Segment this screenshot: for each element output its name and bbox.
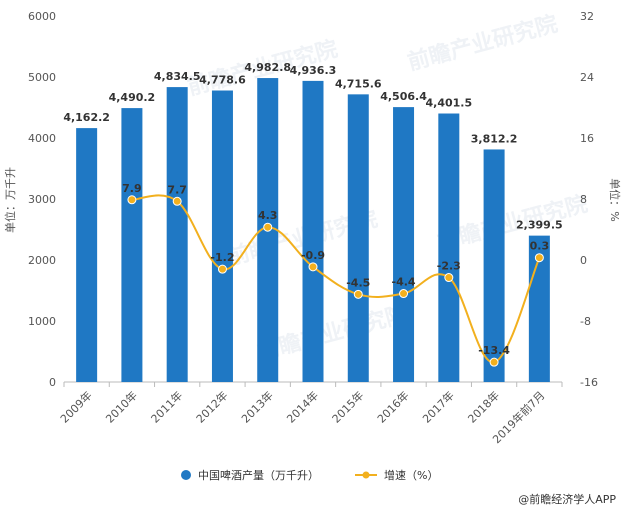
bar-value-label: 4,490.2 bbox=[109, 91, 156, 104]
legend-bar-marker bbox=[181, 470, 191, 480]
growth-point bbox=[399, 289, 409, 299]
growth-value-label: -13.4 bbox=[478, 344, 510, 357]
legend-line-label: 增速（%） bbox=[384, 468, 438, 482]
bar bbox=[483, 149, 505, 382]
growth-point bbox=[489, 357, 499, 367]
growth-value-label: 4.3 bbox=[258, 209, 278, 222]
y-right-tick-label: 0 bbox=[580, 254, 587, 267]
legend: 中国啤酒产量（万千升） 增速（%） bbox=[181, 468, 438, 482]
y-left-tick-label: 5000 bbox=[28, 71, 56, 84]
y-left-tick-label: 3000 bbox=[28, 193, 56, 206]
y-right-tick-label: 24 bbox=[580, 71, 594, 84]
bar bbox=[76, 128, 98, 382]
y-left-tick-label: 0 bbox=[49, 376, 56, 389]
x-tick-label: 2018年 bbox=[465, 388, 502, 425]
bar-value-label: 4,401.5 bbox=[425, 97, 472, 110]
x-tick-label: 2012年 bbox=[193, 388, 230, 425]
growth-value-label: 7.7 bbox=[167, 183, 187, 196]
bar-value-label: 4,834.5 bbox=[154, 70, 201, 83]
bar bbox=[211, 90, 233, 382]
y-right-tick-label: -8 bbox=[580, 315, 591, 328]
growth-line bbox=[131, 194, 541, 364]
growth-value-label: 7.9 bbox=[122, 182, 142, 195]
growth-value-label: -2.3 bbox=[437, 260, 461, 273]
growth-point bbox=[308, 262, 318, 272]
bar-value-label: 2,399.5 bbox=[516, 219, 563, 232]
growth-value-label: -0.9 bbox=[301, 249, 325, 262]
growth-point bbox=[217, 264, 227, 274]
growth-value-label: -4.4 bbox=[392, 276, 416, 289]
growth-value-label: -1.2 bbox=[210, 251, 234, 264]
y-axis-right-title: 单位：% bbox=[608, 178, 622, 221]
bar bbox=[166, 87, 188, 383]
bar bbox=[121, 108, 143, 382]
bar bbox=[393, 107, 415, 383]
growth-value-label: -4.5 bbox=[346, 276, 370, 289]
bar-value-label: 3,812.2 bbox=[471, 132, 518, 145]
x-tick-label: 2017年 bbox=[419, 388, 456, 425]
bar-value-label: 4,936.3 bbox=[290, 64, 337, 77]
x-tick-labels: 2009年 2010年 2011年 2012年 2013年 2014年 2015年 2016年… bbox=[57, 388, 547, 446]
y-right-tick-label: -16 bbox=[580, 376, 598, 389]
bar-value-label: 4,715.6 bbox=[335, 77, 382, 90]
growth-point bbox=[353, 289, 363, 299]
x-tick-label: 2014年 bbox=[284, 388, 321, 425]
watermark: 前瞻产业研究院 bbox=[405, 11, 560, 76]
bar bbox=[438, 113, 460, 383]
x-tick-label: 2016年 bbox=[374, 388, 411, 425]
bar-value-label: 4,778.6 bbox=[199, 74, 246, 87]
y-right-tick-label: 8 bbox=[580, 193, 587, 206]
bar bbox=[302, 80, 324, 383]
y-left-tick-label: 2000 bbox=[28, 254, 56, 267]
growth-line-layer bbox=[127, 194, 544, 367]
x-tick-label: 2015年 bbox=[329, 388, 366, 425]
axes: 0 1000 2000 3000 4000 5000 6000 -16 -8 0 8 16 24 32 bbox=[28, 10, 598, 389]
bar-value-label: 4,982.8 bbox=[244, 61, 291, 74]
x-tick-label: 2009年 bbox=[57, 388, 94, 425]
bar-value-label: 4,506.4 bbox=[380, 90, 427, 103]
data-labels: 4,162.2 4,490.2 4,834.54,778.64,982.84,936… bbox=[63, 61, 562, 357]
growth-point bbox=[444, 273, 454, 283]
y-right-tick-label: 16 bbox=[580, 132, 594, 145]
growth-point bbox=[172, 196, 182, 206]
y-left-tick-label: 6000 bbox=[28, 10, 56, 23]
y-left-tick-label: 1000 bbox=[28, 315, 56, 328]
x-tick-label: 2011年 bbox=[148, 388, 185, 425]
y-right-tick-label: 32 bbox=[580, 10, 594, 23]
y-axis-left-title: 单位：万千升 bbox=[3, 167, 17, 233]
growth-point bbox=[534, 253, 544, 263]
bar-value-label: 4,162.2 bbox=[63, 111, 110, 124]
x-tick-label: 2010年 bbox=[103, 388, 140, 425]
bar bbox=[347, 94, 369, 383]
growth-point bbox=[263, 222, 273, 232]
bars bbox=[76, 78, 550, 383]
x-tick-label: 2013年 bbox=[238, 388, 275, 425]
growth-value-label: 0.3 bbox=[530, 240, 550, 253]
legend-bar-label: 中国啤酒产量（万千升） bbox=[198, 468, 319, 482]
growth-point bbox=[127, 195, 137, 205]
y-left-tick-label: 4000 bbox=[28, 132, 56, 145]
source-credit: @前瞻经济学人APP bbox=[518, 492, 616, 506]
legend-line-dot bbox=[362, 471, 370, 479]
